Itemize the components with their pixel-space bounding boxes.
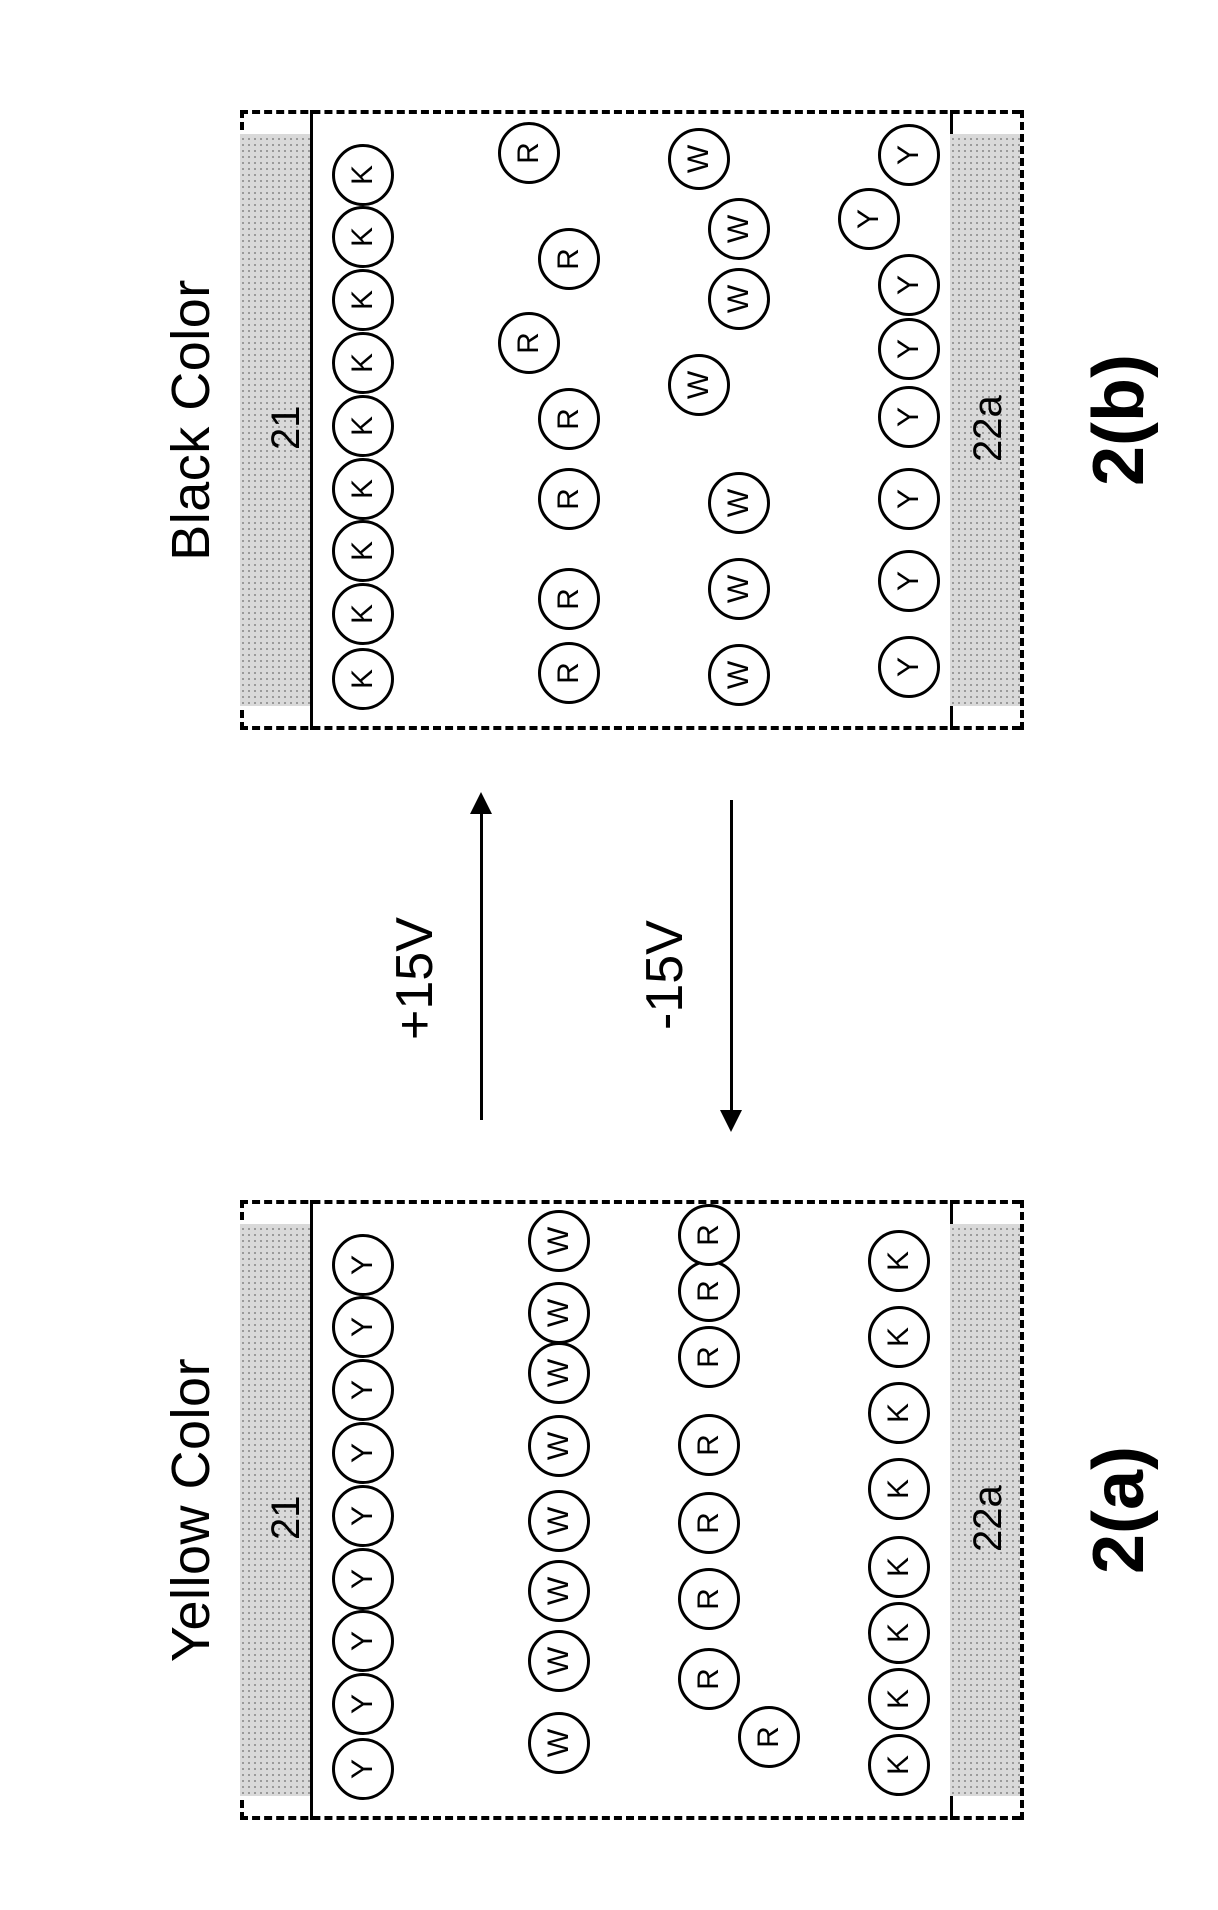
panel-a-figlabel: 2(a): [1078, 1200, 1160, 1820]
dashed-left-b: [240, 726, 1020, 730]
dashed-bot-a: [1020, 1200, 1024, 1820]
particle-y: Y: [332, 1359, 394, 1421]
particle-k: K: [332, 144, 394, 206]
particle-k: K: [332, 332, 394, 394]
voltage-forward-arrow-line: [480, 810, 483, 1120]
particle-y: Y: [878, 386, 940, 448]
particle-r: R: [678, 1568, 740, 1630]
particle-r: R: [538, 228, 600, 290]
particle-r: R: [678, 1204, 740, 1266]
particle-r: R: [678, 1492, 740, 1554]
particle-y: Y: [332, 1422, 394, 1484]
dashed-right-b: [240, 110, 1020, 114]
particle-k: K: [332, 520, 394, 582]
particle-w: W: [708, 644, 770, 706]
particle-r: R: [678, 1326, 740, 1388]
panel-b-figlabel: 2(b): [1078, 110, 1160, 730]
electrode-bot-label-b: 22a: [966, 395, 1011, 462]
particle-y: Y: [878, 636, 940, 698]
particle-y: Y: [332, 1296, 394, 1358]
figure-stage: Yellow Color 21 22a 2(a) YYYYYYYYYWWWWWW…: [0, 0, 1218, 1910]
panel-black: Black Color 21 22a 2(b) KKKKKKKKKRRRRRRR…: [240, 110, 1020, 730]
particle-r: R: [678, 1648, 740, 1710]
particle-w: W: [708, 472, 770, 534]
particle-r: R: [678, 1260, 740, 1322]
panel-yellow: Yellow Color 21 22a 2(a) YYYYYYYYYWWWWWW…: [240, 1200, 1020, 1820]
particle-r: R: [678, 1414, 740, 1476]
voltage-reverse-label: -15V: [635, 920, 695, 1030]
particle-k: K: [332, 458, 394, 520]
particle-k: K: [332, 395, 394, 457]
particle-y: Y: [332, 1234, 394, 1296]
particle-k: K: [868, 1602, 930, 1664]
particle-y: Y: [332, 1485, 394, 1547]
particle-w: W: [668, 354, 730, 416]
particle-k: K: [868, 1382, 930, 1444]
particle-k: K: [332, 583, 394, 645]
particle-y: Y: [878, 550, 940, 612]
electrode-top-label-b: 21: [264, 406, 309, 451]
particle-r: R: [538, 568, 600, 630]
particle-y: Y: [838, 188, 900, 250]
particle-w: W: [708, 268, 770, 330]
particle-y: Y: [878, 468, 940, 530]
particle-r: R: [738, 1706, 800, 1768]
particle-y: Y: [878, 124, 940, 186]
voltage-forward-arrow-head: [470, 792, 492, 814]
particle-y: Y: [878, 318, 940, 380]
particle-y: Y: [878, 254, 940, 316]
particle-k: K: [868, 1734, 930, 1796]
dashed-bot-b: [1020, 110, 1024, 730]
particle-w: W: [528, 1630, 590, 1692]
particle-k: K: [868, 1536, 930, 1598]
particle-w: W: [528, 1282, 590, 1344]
particle-k: K: [868, 1458, 930, 1520]
particle-k: K: [332, 206, 394, 268]
voltage-reverse-arrow-line: [730, 800, 733, 1110]
particle-w: W: [668, 128, 730, 190]
particle-w: W: [528, 1342, 590, 1404]
particle-k: K: [332, 269, 394, 331]
particle-w: W: [708, 198, 770, 260]
particle-w: W: [528, 1210, 590, 1272]
panel-a-title: Yellow Color: [160, 1200, 222, 1820]
particle-w: W: [528, 1490, 590, 1552]
particle-r: R: [538, 642, 600, 704]
particle-y: Y: [332, 1738, 394, 1800]
particle-y: Y: [332, 1548, 394, 1610]
particle-w: W: [708, 558, 770, 620]
particle-y: Y: [332, 1610, 394, 1672]
electrode-bot-label-a: 22a: [966, 1485, 1011, 1552]
dashed-left-a: [240, 1816, 1020, 1820]
particle-r: R: [498, 312, 560, 374]
panel-b-title: Black Color: [160, 110, 222, 730]
particle-w: W: [528, 1712, 590, 1774]
electrode-top-label-a: 21: [264, 1496, 309, 1541]
particle-w: W: [528, 1415, 590, 1477]
particle-k: K: [868, 1668, 930, 1730]
particle-r: R: [538, 468, 600, 530]
dashed-right-a: [240, 1200, 1020, 1204]
boundary-top-b: [310, 110, 313, 730]
voltage-forward-label: +15V: [385, 917, 445, 1040]
particle-k: K: [868, 1230, 930, 1292]
particle-k: K: [868, 1306, 930, 1368]
particle-y: Y: [332, 1673, 394, 1735]
particle-w: W: [528, 1560, 590, 1622]
particle-k: K: [332, 648, 394, 710]
particle-r: R: [538, 388, 600, 450]
voltage-reverse-arrow-head: [720, 1110, 742, 1132]
particle-r: R: [498, 122, 560, 184]
boundary-top-a: [310, 1200, 313, 1820]
